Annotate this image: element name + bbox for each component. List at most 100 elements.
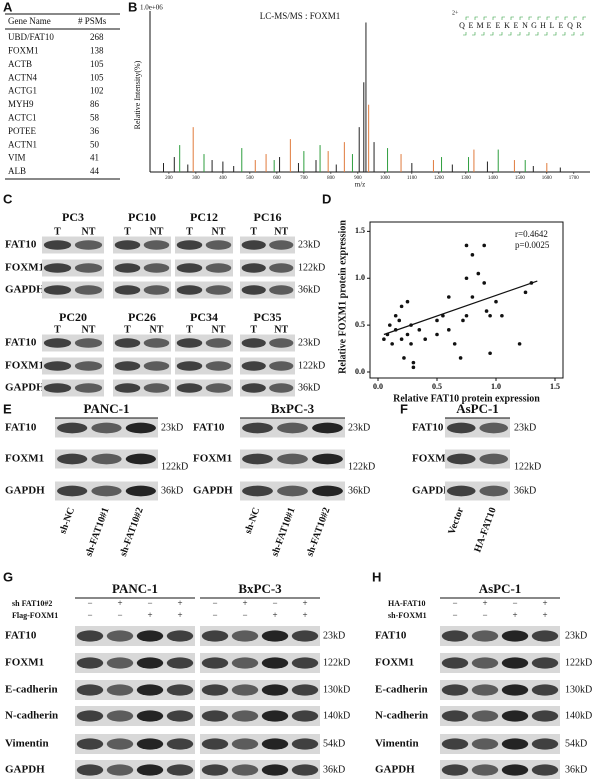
point: [393, 313, 398, 318]
blot-band: [501, 630, 529, 642]
blot-band: [136, 738, 164, 750]
blot-band: [125, 453, 156, 465]
point: [458, 356, 463, 360]
blot-background: [200, 653, 320, 673]
sequence-residue: G: [531, 21, 537, 30]
point: [411, 360, 416, 365]
blot-band: [446, 453, 476, 465]
blot-band: [501, 684, 529, 696]
condition-sign: −: [272, 598, 277, 608]
point: [470, 295, 475, 299]
condition-sign: +: [272, 610, 277, 620]
table-cell: ACTN1: [8, 139, 37, 149]
point: [382, 337, 386, 341]
condition-sign: +: [302, 598, 307, 608]
condition-sign: +: [242, 598, 247, 608]
point: [397, 318, 402, 323]
x-tick-label: 1000: [380, 176, 391, 181]
point: [399, 304, 404, 309]
blot-band: [176, 361, 203, 371]
size-label: 23kD: [348, 422, 370, 433]
blot-band: [143, 263, 170, 273]
blot-band: [114, 383, 141, 393]
blot-band: [501, 710, 529, 722]
condition-label: HA-FAT10: [388, 599, 425, 608]
protein-label: FOXM1: [5, 657, 44, 669]
table-cell: VIM: [8, 153, 26, 163]
sample-label: PC34: [190, 310, 218, 324]
point: [517, 342, 522, 346]
blot-band: [205, 285, 232, 295]
blot-background: [200, 734, 320, 754]
blot-band: [231, 764, 259, 776]
blot-band: [176, 285, 203, 295]
panel-label: E: [3, 401, 12, 416]
blot-band: [241, 263, 266, 273]
blot-band: [143, 361, 170, 371]
lane-label: sh-FAT10#1: [270, 506, 298, 558]
table-cell: MYH9: [8, 99, 34, 109]
point: [523, 290, 528, 295]
table-cell: 41: [90, 153, 99, 163]
size-label: 23kD: [161, 422, 183, 433]
blot-band: [166, 738, 194, 750]
point: [435, 318, 439, 323]
table-cell: ALB: [8, 166, 26, 176]
size-label: 54kD: [565, 738, 587, 749]
y-tick-label: 1.0: [355, 273, 365, 282]
blot-background: [440, 626, 560, 646]
blot-band: [74, 383, 103, 393]
blot-band: [114, 240, 141, 250]
blot-band: [106, 710, 134, 722]
sequence-residue: M: [476, 21, 483, 30]
x-tick-label: 1500: [515, 176, 526, 181]
size-label: 140kD: [323, 710, 350, 721]
blot-band: [143, 338, 170, 348]
point: [399, 337, 404, 341]
blot-band: [114, 285, 141, 295]
blot-band: [143, 240, 170, 250]
size-label: 36kD: [565, 764, 587, 775]
blot-band: [176, 338, 203, 348]
blot-background: [200, 680, 320, 700]
blot-band: [76, 630, 104, 642]
fragment-bracket: [490, 16, 496, 36]
point: [393, 328, 398, 332]
sample-label: PC16: [254, 210, 282, 224]
blot-band: [446, 422, 476, 434]
blot-band: [201, 764, 229, 776]
group-title: AsPC-1: [479, 581, 522, 596]
y-axis-label: Relative FOXM1 protein expression: [337, 220, 348, 374]
condition-sign: −: [482, 610, 487, 620]
protein-label: FAT10: [5, 630, 37, 642]
blot-band: [241, 285, 266, 295]
annotation: r=0.4642: [515, 229, 548, 239]
lane-label: T: [54, 324, 61, 335]
blot-band: [43, 263, 72, 273]
x-tick-label: 1400: [488, 176, 499, 181]
blot-background: [440, 680, 560, 700]
condition-label: Flag-FOXM1: [12, 611, 58, 620]
blot-band: [205, 361, 232, 371]
size-label: 36kD: [514, 485, 536, 496]
condition-sign: +: [542, 610, 547, 620]
sequence-residue: E: [559, 21, 564, 30]
scale-label: 1.0e+06: [140, 4, 163, 12]
blot-band: [57, 485, 88, 497]
panel-label: G: [3, 569, 13, 584]
table-cell: 105: [90, 59, 104, 69]
blot-band: [74, 263, 103, 273]
table-cell: ACTB: [8, 59, 32, 69]
lane-label: T: [124, 226, 131, 237]
blot-band: [441, 764, 469, 776]
blot-band: [136, 710, 164, 722]
y-axis-label: Relative Intensity(%): [133, 60, 142, 129]
fragment-bracket: [553, 16, 559, 36]
table-cell: 58: [90, 112, 100, 122]
point: [476, 271, 481, 276]
blot-band: [479, 422, 509, 434]
blot-band: [106, 657, 134, 669]
x-tick-label: 200: [165, 176, 173, 181]
blot-band: [261, 657, 289, 669]
point: [464, 243, 469, 248]
